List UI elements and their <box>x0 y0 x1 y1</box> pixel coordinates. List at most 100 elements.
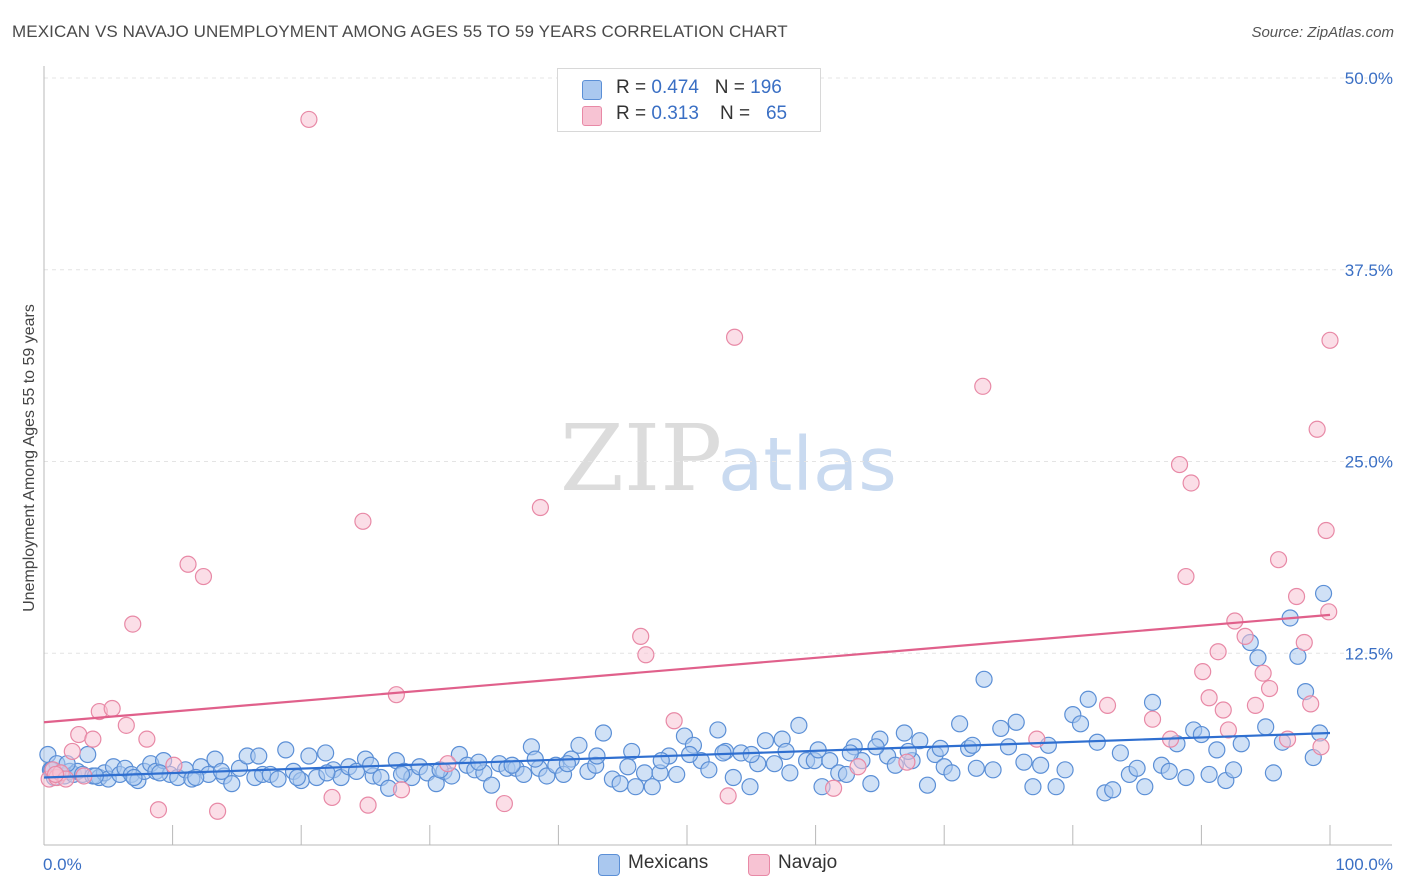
mexicans-trend-line <box>43 731 1331 779</box>
navajo-point-54 <box>1269 551 1288 569</box>
navajo-point-49 <box>1226 612 1244 630</box>
navajo-point-10 <box>103 699 121 718</box>
tick-labels: 12.5% 25.0% 37.5% 50.0% 0.0% 100.0% <box>43 69 1393 874</box>
mexicans-point-107 <box>821 752 839 770</box>
mexicans-point-102 <box>781 764 799 782</box>
mexicans-point-149 <box>1160 762 1178 780</box>
mexicans-point-128 <box>992 719 1010 738</box>
navajo-point-12 <box>124 615 142 633</box>
legend-row-navajo: R = 0.313 N = 65 <box>558 103 820 129</box>
mexicans-point-181 <box>392 765 411 784</box>
mexicans-point-95 <box>724 768 742 787</box>
y-tick-label-1: 25.0% <box>1345 453 1393 472</box>
mexicans-point-138 <box>1071 715 1090 733</box>
navajo-point-23 <box>387 686 405 704</box>
mexicans-point-79 <box>594 724 613 742</box>
navajo-point-31 <box>719 787 737 805</box>
navajo-point-32 <box>725 328 744 346</box>
mexicans-point-161 <box>1257 718 1275 736</box>
navajo-point-14 <box>149 801 168 819</box>
mexicans-point-132 <box>1024 778 1042 796</box>
watermark-zip: ZIP <box>560 405 722 512</box>
navajo-point-36 <box>974 377 992 395</box>
mexicans-point-147 <box>1143 693 1162 711</box>
legend-stats-navajo: R = 0.313 N = 65 <box>616 103 788 124</box>
navajo-point-20 <box>323 788 341 807</box>
y-tick-label-2: 37.5% <box>1345 261 1393 280</box>
mexicans-point-65 <box>482 776 501 794</box>
mexicans-point-127 <box>984 761 1002 779</box>
legend-swatch-navajo-bottom <box>748 854 770 876</box>
legend-stats-mexicans: R = 0.474 N = 196 <box>616 77 782 98</box>
mexicans-point-136 <box>1056 761 1074 779</box>
navajo-point-35 <box>898 753 916 771</box>
mexicans-points <box>39 584 1333 802</box>
navajo-point-24 <box>392 781 411 799</box>
mexicans-point-155 <box>1208 741 1226 759</box>
mexicans-point-122 <box>943 764 961 782</box>
series-legend: Mexicans Navajo <box>0 852 1406 878</box>
navajo-point-38 <box>1098 696 1117 715</box>
mexicans-point-103 <box>790 716 808 734</box>
trend-lines <box>43 613 1331 779</box>
mexicans-point-169 <box>1314 584 1333 603</box>
navajo-point-41 <box>1170 455 1189 474</box>
mexicans-point-184 <box>503 756 521 774</box>
mexicans-point-139 <box>1079 690 1097 708</box>
mexicans-point-123 <box>951 715 969 733</box>
mexicans-point-33 <box>230 759 249 777</box>
mexicans-point-39 <box>277 741 295 759</box>
mexicans-point-160 <box>1249 649 1267 667</box>
navajo-point-43 <box>1182 474 1200 492</box>
mexicans-point-142 <box>1104 781 1122 799</box>
navajo-point-37 <box>1028 730 1046 748</box>
navajo-point-51 <box>1246 696 1265 715</box>
mexicans-point-192 <box>742 745 760 764</box>
mexicans-point-100 <box>765 755 784 773</box>
navajo-point-16 <box>179 555 197 573</box>
navajo-point-39 <box>1143 710 1162 728</box>
navajo-point-45 <box>1200 689 1218 707</box>
mexicans-point-130 <box>1007 713 1025 731</box>
legend-swatch-mexicans-bottom <box>598 854 620 876</box>
navajo-point-60 <box>1312 738 1330 756</box>
navajo-point-8 <box>84 730 102 748</box>
mexicans-point-125 <box>967 759 985 777</box>
mexicans-point-69 <box>515 765 533 784</box>
mexicans-point-88 <box>668 765 686 784</box>
navajo-point-62 <box>1320 603 1338 621</box>
legend-swatch-navajo <box>582 106 602 126</box>
mexicans-point-157 <box>1224 761 1243 779</box>
mexicans-point-82 <box>619 758 637 776</box>
mexicans-point-133 <box>1032 756 1050 774</box>
navajo-point-6 <box>70 725 88 744</box>
navajo-point-64 <box>46 765 65 784</box>
navajo-point-59 <box>1308 420 1326 438</box>
navajo-point-5 <box>63 742 81 761</box>
mexicans-point-119 <box>918 776 937 794</box>
mexicans-point-42 <box>300 747 318 765</box>
navajo-point-52 <box>1254 664 1272 682</box>
mexicans-point-146 <box>1136 778 1154 796</box>
mexicans-point-93 <box>709 721 727 739</box>
mexicans-point-154 <box>1200 765 1218 784</box>
mexicans-point-126 <box>975 670 993 688</box>
mexicans-point-81 <box>611 775 629 793</box>
mexicans-point-118 <box>911 732 929 750</box>
axes <box>43 66 1392 846</box>
mexicans-point-158 <box>1232 735 1250 753</box>
mexicans-point-188 <box>623 742 641 761</box>
legend-swatch-mexicans <box>582 80 602 100</box>
mexicans-point-85 <box>643 778 661 796</box>
mexicans-point-198 <box>931 739 949 757</box>
navajo-point-18 <box>209 802 227 820</box>
mexicans-point-112 <box>862 775 880 793</box>
mexicans-point-165 <box>1289 647 1307 665</box>
navajo-point-27 <box>531 498 549 517</box>
navajo-point-57 <box>1295 633 1313 652</box>
navajo-point-47 <box>1214 701 1232 719</box>
mexicans-point-145 <box>1128 759 1146 777</box>
mexicans-point-186 <box>558 755 577 773</box>
navajo-point-30 <box>665 712 683 730</box>
